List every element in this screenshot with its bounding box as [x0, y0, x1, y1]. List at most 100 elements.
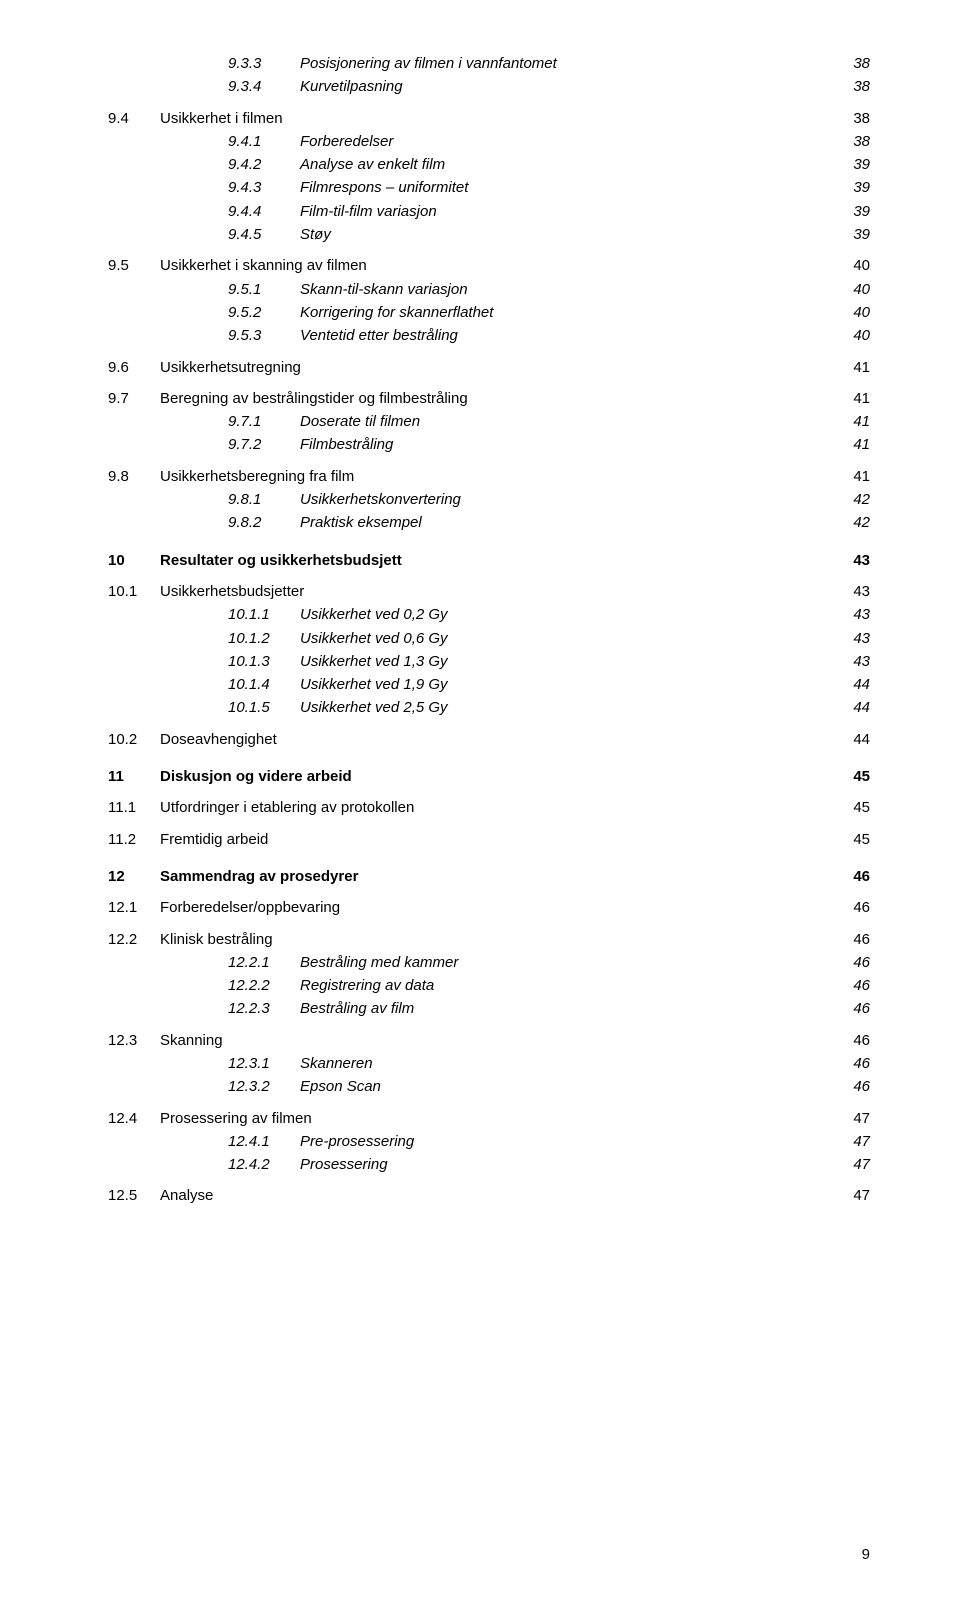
- toc-entry: 9.7.1Doserate til filmen41: [108, 411, 870, 432]
- toc-entry-number: 12.2.2: [228, 975, 300, 996]
- toc-entry-page: 46: [838, 952, 870, 973]
- toc-entry-number: 12.3: [108, 1030, 160, 1051]
- toc-entry: 10.1Usikkerhetsbudsjetter43: [108, 581, 870, 602]
- toc-entry: 9.5.2Korrigering for skannerflathet40: [108, 302, 870, 323]
- toc-entry: 9.7.2Filmbestråling41: [108, 434, 870, 455]
- toc-entry-number: 9.3.4: [228, 76, 300, 97]
- toc-entry-number: 11: [108, 766, 160, 787]
- toc-entry-page: 41: [838, 434, 870, 455]
- toc-entry-page: 41: [838, 357, 870, 378]
- toc-entry-text: Prosessering: [300, 1154, 838, 1175]
- toc-entry-number: 9.6: [108, 357, 160, 378]
- toc-entry-text: Forberedelser: [300, 131, 838, 152]
- toc-entry-page: 43: [838, 604, 870, 625]
- toc-entry-text: Praktisk eksempel: [300, 512, 838, 533]
- toc-entry-text: Korrigering for skannerflathet: [300, 302, 838, 323]
- toc-entry: 12.2Klinisk bestråling46: [108, 929, 870, 950]
- toc-entry-page: 38: [838, 108, 870, 129]
- toc-entry: 9.7Beregning av bestrålingstider og film…: [108, 388, 870, 409]
- toc-entry-text: Diskusjon og videre arbeid: [160, 766, 838, 787]
- toc-entry-number: 10.1.5: [228, 697, 300, 718]
- toc-entry-text: Usikkerhetsbudsjetter: [160, 581, 838, 602]
- toc-entry-text: Sammendrag av prosedyrer: [160, 866, 838, 887]
- toc-entry: 12.4Prosessering av filmen47: [108, 1108, 870, 1129]
- page: 9.3.3Posisjonering av filmen i vannfanto…: [0, 0, 960, 1605]
- toc-entry: 12Sammendrag av prosedyrer46: [108, 866, 870, 887]
- toc-entry-page: 47: [838, 1108, 870, 1129]
- toc-entry: 9.5.1Skann-til-skann variasjon40: [108, 279, 870, 300]
- toc-entry: 12.1Forberedelser/oppbevaring46: [108, 897, 870, 918]
- toc-entry-page: 39: [838, 177, 870, 198]
- toc-entry-text: Analyse av enkelt film: [300, 154, 838, 175]
- toc-entry-page: 46: [838, 897, 870, 918]
- toc-entry-page: 41: [838, 411, 870, 432]
- toc-entry-text: Beregning av bestrålingstider og filmbes…: [160, 388, 838, 409]
- toc-entry-page: 47: [838, 1185, 870, 1206]
- toc-entry-text: Fremtidig arbeid: [160, 829, 838, 850]
- table-of-contents: 9.3.3Posisjonering av filmen i vannfanto…: [108, 53, 870, 1207]
- toc-entry-page: 40: [838, 255, 870, 276]
- toc-entry: 9.4.1Forberedelser38: [108, 131, 870, 152]
- toc-entry-page: 45: [838, 829, 870, 850]
- toc-entry-text: Bestråling av film: [300, 998, 838, 1019]
- toc-entry-text: Prosessering av filmen: [160, 1108, 838, 1129]
- toc-entry: 10.1.1Usikkerhet ved 0,2 Gy43: [108, 604, 870, 625]
- toc-entry-number: 10.1.2: [228, 628, 300, 649]
- toc-entry-page: 46: [838, 1076, 870, 1097]
- toc-entry-number: 9.4: [108, 108, 160, 129]
- toc-entry-text: Resultater og usikkerhetsbudsjett: [160, 550, 838, 571]
- toc-entry-number: 9.5.2: [228, 302, 300, 323]
- toc-entry-text: Analyse: [160, 1185, 838, 1206]
- toc-entry-number: 11.1: [108, 797, 160, 818]
- toc-entry-page: 44: [838, 697, 870, 718]
- toc-entry: 9.3.3Posisjonering av filmen i vannfanto…: [108, 53, 870, 74]
- toc-entry-text: Kurvetilpasning: [300, 76, 838, 97]
- toc-entry-page: 40: [838, 302, 870, 323]
- toc-entry-text: Filmrespons – uniformitet: [300, 177, 838, 198]
- toc-entry-page: 43: [838, 581, 870, 602]
- toc-entry-number: 10: [108, 550, 160, 571]
- toc-entry-number: 9.8.2: [228, 512, 300, 533]
- toc-entry-number: 10.1.4: [228, 674, 300, 695]
- toc-entry-text: Posisjonering av filmen i vannfantomet: [300, 53, 838, 74]
- toc-entry-number: 9.8.1: [228, 489, 300, 510]
- toc-entry-page: 46: [838, 975, 870, 996]
- toc-entry-number: 9.5.3: [228, 325, 300, 346]
- toc-entry-text: Pre-prosessering: [300, 1131, 838, 1152]
- toc-entry-page: 47: [838, 1131, 870, 1152]
- toc-entry-page: 42: [838, 512, 870, 533]
- toc-entry: 9.8.1Usikkerhetskonvertering42: [108, 489, 870, 510]
- toc-entry: 9.6Usikkerhetsutregning41: [108, 357, 870, 378]
- toc-entry-number: 9.8: [108, 466, 160, 487]
- toc-entry: 12.4.1Pre-prosessering47: [108, 1131, 870, 1152]
- toc-entry-page: 45: [838, 797, 870, 818]
- toc-entry-number: 12: [108, 866, 160, 887]
- toc-entry-number: 12.4.1: [228, 1131, 300, 1152]
- toc-entry: 11Diskusjon og videre arbeid45: [108, 766, 870, 787]
- toc-entry-number: 9.4.2: [228, 154, 300, 175]
- toc-entry: 9.5Usikkerhet i skanning av filmen40: [108, 255, 870, 276]
- toc-entry: 9.4.3Filmrespons – uniformitet39: [108, 177, 870, 198]
- toc-entry: 12.2.3Bestråling av film46: [108, 998, 870, 1019]
- toc-entry-text: Epson Scan: [300, 1076, 838, 1097]
- toc-entry-page: 38: [838, 76, 870, 97]
- toc-entry-number: 9.4.1: [228, 131, 300, 152]
- toc-entry-text: Registrering av data: [300, 975, 838, 996]
- toc-entry-page: 38: [838, 131, 870, 152]
- toc-entry: 12.2.2Registrering av data46: [108, 975, 870, 996]
- toc-entry-text: Usikkerhet ved 2,5 Gy: [300, 697, 838, 718]
- toc-entry: 12.3Skanning46: [108, 1030, 870, 1051]
- toc-entry-number: 12.5: [108, 1185, 160, 1206]
- toc-entry-number: 9.4.3: [228, 177, 300, 198]
- toc-entry-text: Utfordringer i etablering av protokollen: [160, 797, 838, 818]
- toc-entry-page: 44: [838, 729, 870, 750]
- toc-entry-text: Bestråling med kammer: [300, 952, 838, 973]
- toc-entry-number: 10.1: [108, 581, 160, 602]
- toc-entry-page: 43: [838, 550, 870, 571]
- toc-entry-number: 12.3.2: [228, 1076, 300, 1097]
- toc-entry-page: 46: [838, 866, 870, 887]
- toc-entry: 11.1Utfordringer i etablering av protoko…: [108, 797, 870, 818]
- toc-entry: 10.1.3Usikkerhet ved 1,3 Gy43: [108, 651, 870, 672]
- toc-entry: 9.5.3Ventetid etter bestråling40: [108, 325, 870, 346]
- toc-entry-number: 9.7: [108, 388, 160, 409]
